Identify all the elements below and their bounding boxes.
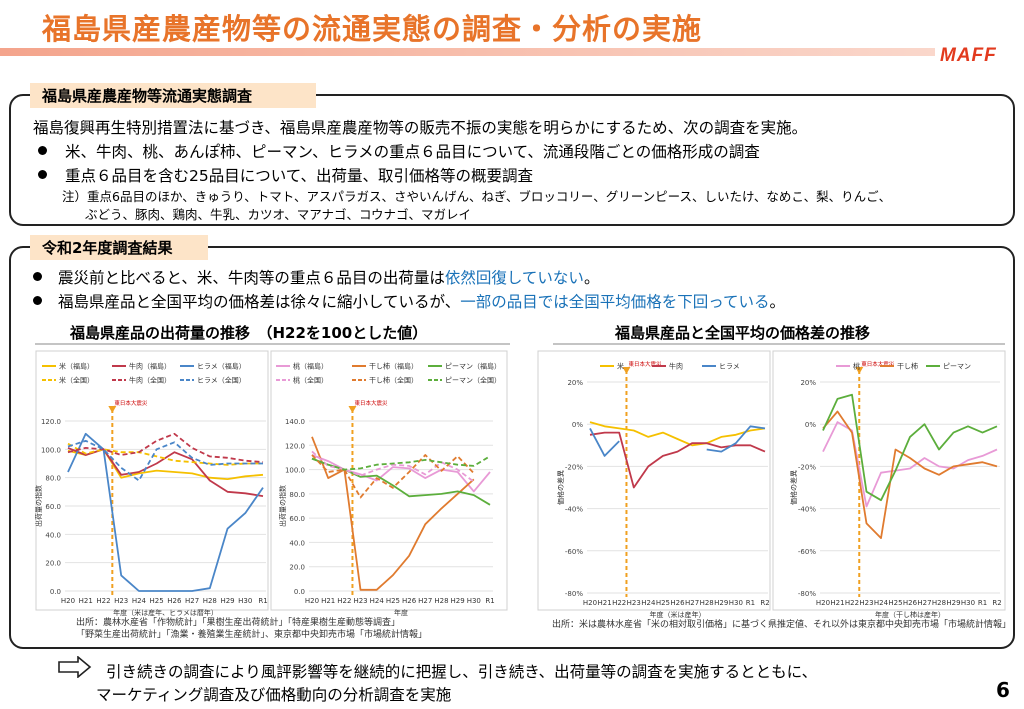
footer-line-2: マーケティング調査及び価格動向の分析調査を実施 [96,686,452,704]
survey-bullet-1: 米、牛肉、桃、あんぽ柿、ピーマン、ヒラメの重点６品目について、流通段階ごとの価格… [65,143,760,161]
page-title: 福島県産農産物等の流通実態の調査・分析の実施 [42,12,703,46]
survey-box [9,94,1015,226]
footer-line-1: 引き続きの調査により風評影響等を継続的に把握し、引き続き、出荷量等の調査を実施す… [106,663,818,681]
bullet-icon [38,170,47,179]
survey-note-2: ぶどう、豚肉、鶏肉、牛乳、カツオ、マアナゴ、コウナゴ、マガレイ [85,207,472,222]
results-bullet-2-highlight: 一部の品目では全国平均価格を下回っている [460,293,770,311]
results-bullet-1-end: 。 [583,269,600,287]
maff-logo: MAFF [940,45,997,66]
survey-bullet-2: 重点６品目を含む25品目について、出荷量、取引価格等の概要調査 [65,167,533,185]
survey-intro: 福島復興再生特別措置法に基づき、福島県産農産物等の販売不振の実態を明らかにするた… [33,119,808,137]
page-number: 6 [996,678,1010,702]
right-source: 出所：米は農林水産省「米の相対取引価格」に基づく県推定値、それ以外は東京都中央卸… [552,620,1012,630]
results-bullet-2-text: 福島県産品と全国平均の価格差は徐々に縮小しているが、 [58,293,461,311]
arrow-right-icon [58,656,92,678]
results-bullet-1-highlight: 依然回復していない [444,269,584,287]
results-bullet-2: 福島県産品と全国平均の価格差は徐々に縮小しているが、一部の品目では全国平均価格を… [58,290,785,312]
title-underline [0,48,935,56]
right-chart-title: 福島県産品と全国平均の価格差の推移 [615,324,871,342]
bullet-icon [33,272,42,281]
bullet-icon [38,146,47,155]
survey-label: 福島県産農産物等流通実態調査 [30,83,316,108]
left-chart-title: 福島県産品の出荷量の推移 （H22を100とした値） [70,324,428,342]
left-source-1: 出所：農林水産省「作物統計」「果樹生産出荷統計」「特産果樹生産動態等調査」 [76,618,401,628]
left-source-2: 「野菜生産出荷統計」「漁業・養殖業生産統計」、東京都中央卸売市場「市場統計情報」 [76,630,428,640]
results-bullet-1: 震災前と比べると、米、牛肉等の重点６品目の出荷量は依然回復していない。 [58,266,599,288]
survey-note-1: 注）重点6品目のほか、きゅうり、トマト、アスパラガス、さやいんげん、ねぎ、ブロッ… [62,189,892,204]
bullet-icon [33,296,42,305]
results-bullet-2-end: 。 [769,293,785,311]
results-bullet-1-text: 震災前と比べると、米、牛肉等の重点６品目の出荷量は [58,269,445,287]
results-label: 令和2年度調査結果 [30,235,208,260]
